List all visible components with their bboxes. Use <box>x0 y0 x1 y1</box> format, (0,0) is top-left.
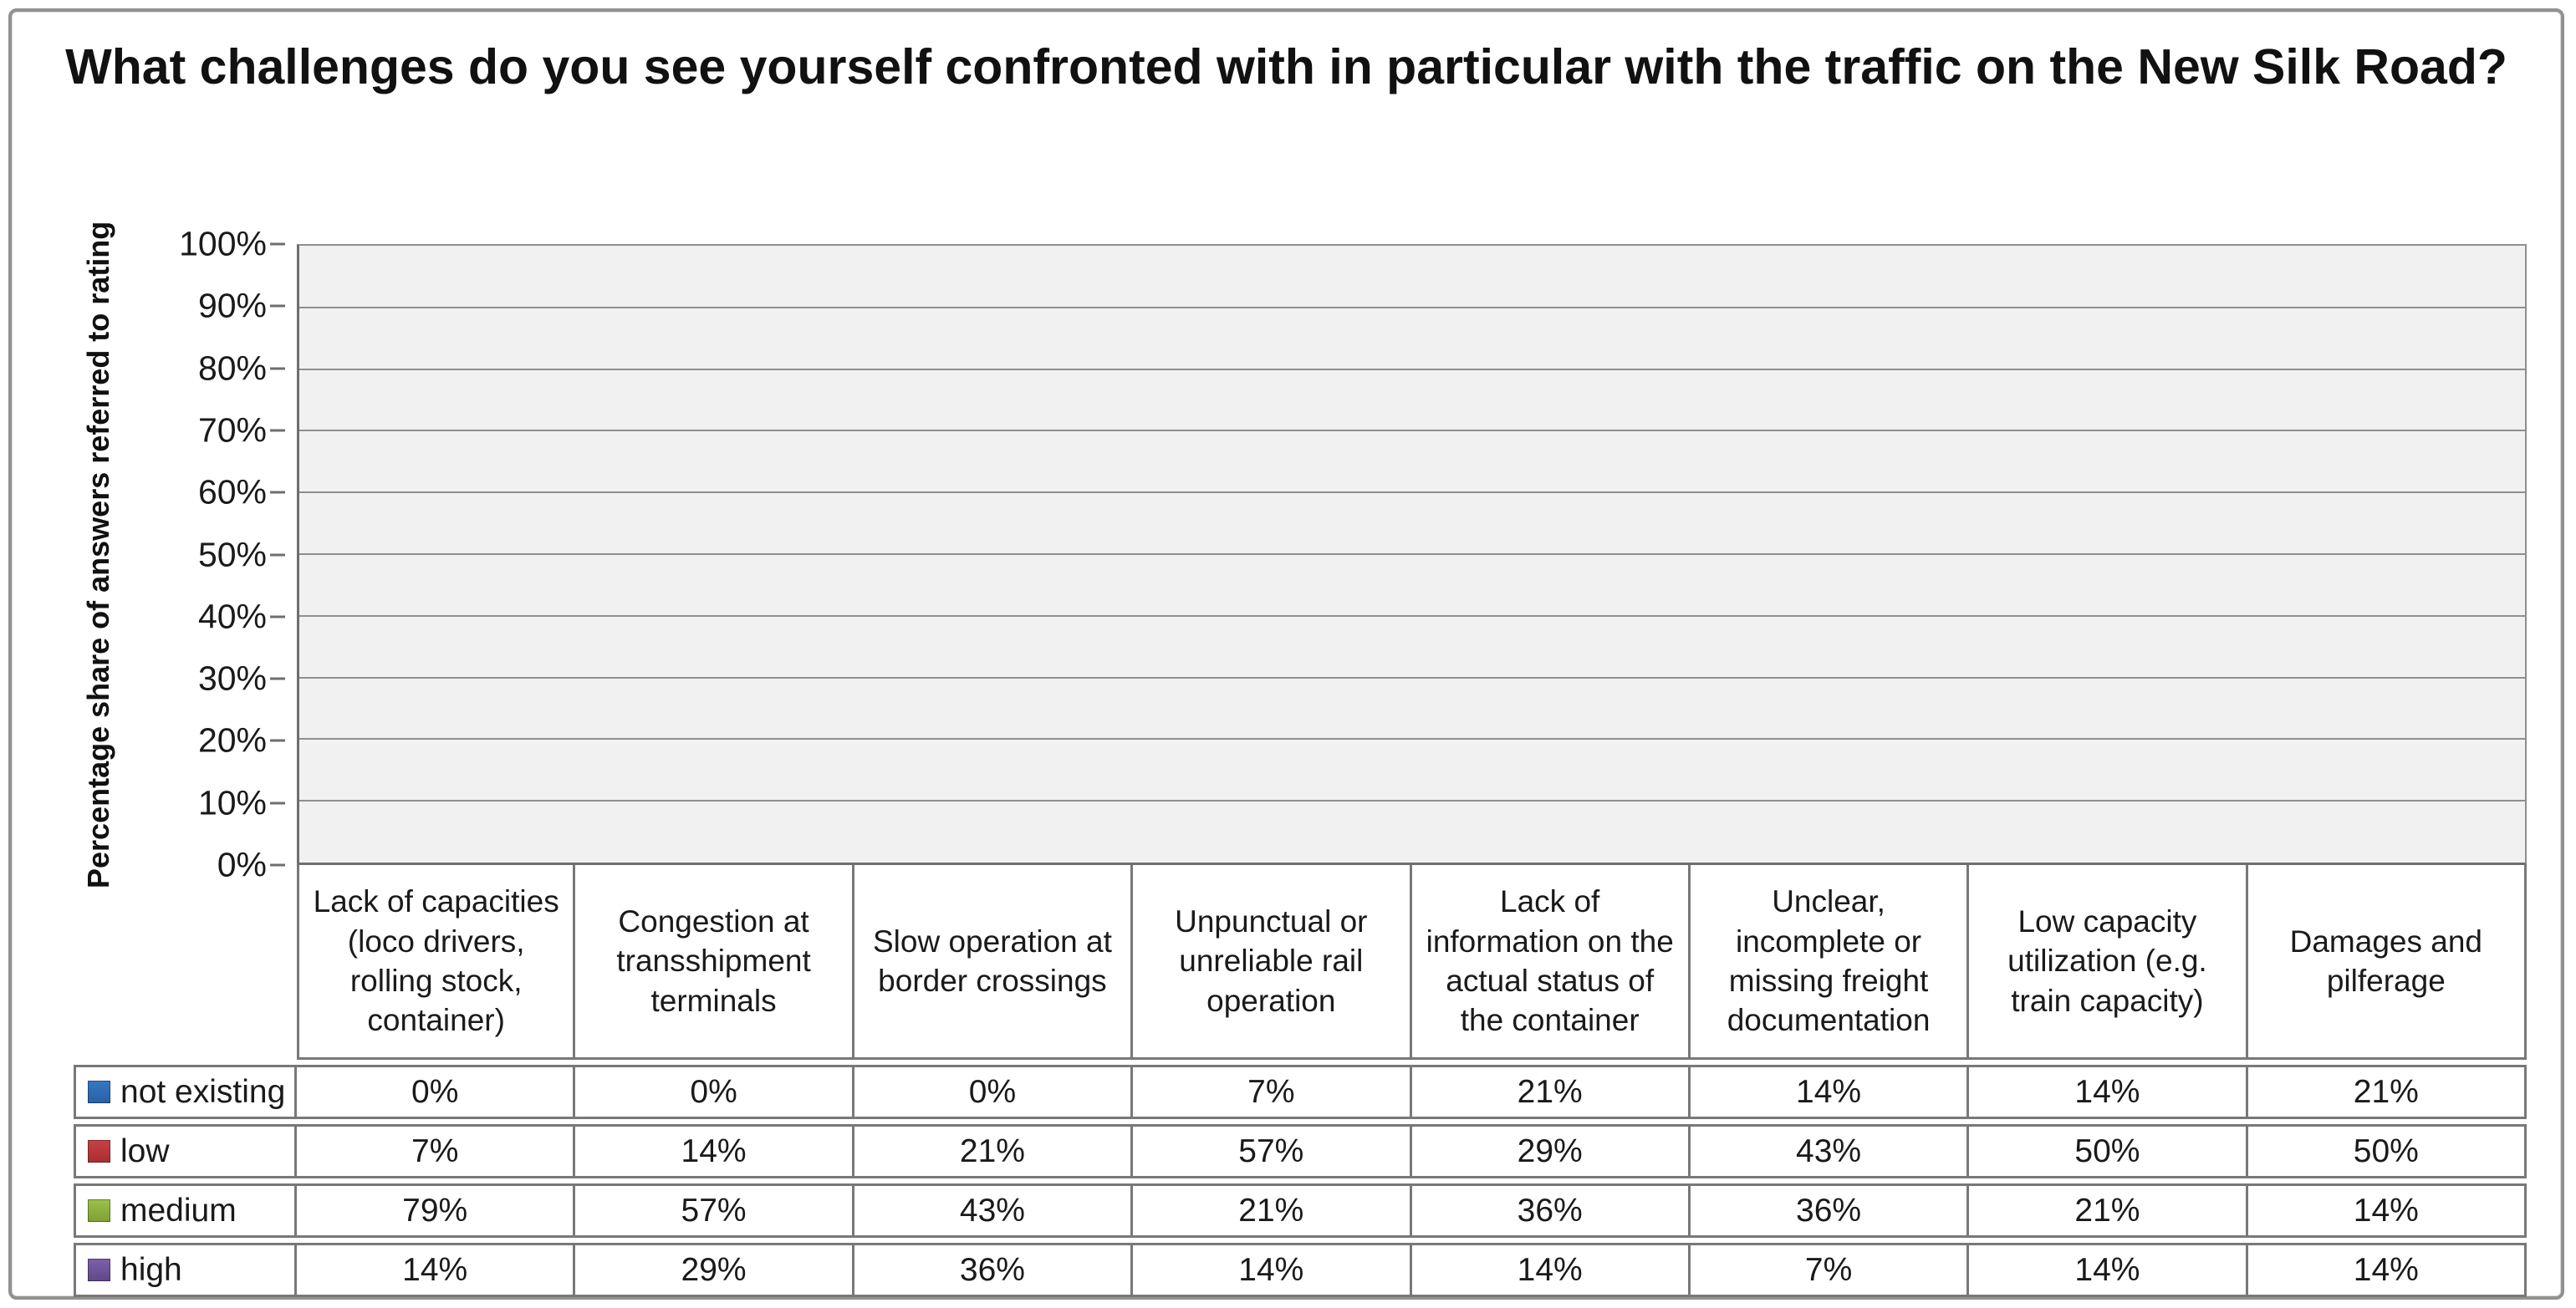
bar-group <box>2115 246 2576 863</box>
table-value: 29% <box>575 1243 854 1297</box>
y-tick-mark <box>270 863 285 867</box>
table-value: 7% <box>1690 1243 1970 1297</box>
table-value: 43% <box>1690 1124 1970 1178</box>
legend-swatch-icon <box>88 1199 110 1222</box>
gridline <box>299 306 2525 308</box>
table-value: 14% <box>2247 1243 2527 1297</box>
legend-label: high <box>120 1251 182 1288</box>
table-value: 21% <box>1411 1065 1691 1119</box>
gridline <box>299 676 2525 679</box>
y-tick-label: 40% <box>197 597 267 636</box>
y-tick-marks <box>270 242 285 867</box>
gridline <box>299 614 2525 617</box>
bar-group <box>299 246 905 863</box>
table-value: 14% <box>1969 1243 2248 1297</box>
bar-group <box>1510 246 2115 863</box>
legend-swatch-icon <box>88 1259 110 1281</box>
table-value: 14% <box>297 1243 576 1297</box>
table-value: 0% <box>575 1065 854 1119</box>
category-row-spacer <box>74 865 297 1060</box>
table-value: 79% <box>297 1183 576 1238</box>
y-tick-label: 90% <box>197 286 267 325</box>
table-value: 21% <box>854 1124 1134 1178</box>
y-tick-mark <box>270 553 285 556</box>
gridline <box>299 368 2525 370</box>
table-value: 14% <box>1411 1243 1691 1297</box>
plot-area <box>297 244 2527 865</box>
chart-title: What challenges do you see yourself conf… <box>65 39 2507 94</box>
y-tick-label: 70% <box>197 410 267 450</box>
table-value: 14% <box>1133 1243 1412 1297</box>
legend-label: not existing <box>120 1073 286 1110</box>
table-value: 14% <box>575 1124 854 1178</box>
main-grid: Percentage share of answers referred to … <box>74 192 2527 1297</box>
y-tick-mark <box>270 429 285 432</box>
y-tick-mark <box>270 367 285 370</box>
y-tick-label: 60% <box>197 472 267 511</box>
y-axis-area: Percentage share of answers referred to … <box>74 192 297 888</box>
table-value: 21% <box>2247 1065 2527 1119</box>
y-tick-label: 20% <box>197 720 267 760</box>
table-value: 7% <box>1133 1065 1412 1119</box>
table-value: 14% <box>1690 1065 1970 1119</box>
y-tick-label: 10% <box>197 783 267 822</box>
legend-swatch-icon <box>88 1140 110 1163</box>
y-tick-mark <box>270 304 285 308</box>
y-tick-label: 80% <box>197 349 267 388</box>
table-value: 7% <box>297 1124 576 1178</box>
category-label: Lack of capacities (loco drivers, rollin… <box>297 865 576 1060</box>
table-value: 50% <box>2247 1124 2527 1178</box>
legend-swatch-icon <box>88 1081 110 1103</box>
gridline <box>299 491 2525 494</box>
table-value: 0% <box>854 1065 1134 1119</box>
y-tick-labels: 0% 10% 20% 30% 40% 50% 60% 70% 80% 90% 100% <box>74 225 267 884</box>
table-value: 21% <box>1133 1183 1412 1238</box>
bar-group <box>905 246 1510 863</box>
gridline <box>299 553 2525 555</box>
table-value: 14% <box>2247 1183 2527 1238</box>
table-value: 57% <box>1133 1124 1412 1178</box>
y-tick-mark <box>270 739 285 742</box>
y-tick-label: 50% <box>197 535 267 573</box>
legend-cell-high: high <box>74 1243 297 1297</box>
gridline <box>299 738 2525 741</box>
category-label: Congestion at transshipment terminals <box>575 865 854 1060</box>
category-label: Damages and pilferage <box>2247 865 2527 1060</box>
table-value: 14% <box>1969 1065 2248 1119</box>
table-value: 36% <box>1690 1183 1970 1238</box>
table-value: 36% <box>1411 1183 1691 1238</box>
y-tick-label: 30% <box>197 659 267 698</box>
table-value: 43% <box>854 1183 1134 1238</box>
legend-cell-low: low <box>74 1124 297 1178</box>
y-tick-mark <box>270 802 285 805</box>
y-tick-mark <box>270 242 285 246</box>
chart-figure: What challenges do you see yourself conf… <box>8 8 2564 1300</box>
bar-groups <box>299 246 2525 863</box>
y-tick-mark <box>270 615 285 618</box>
table-value: 57% <box>575 1183 854 1238</box>
category-label: Unclear, incomplete or missing freight d… <box>1690 865 1970 1060</box>
plot-wrap <box>297 192 2527 865</box>
y-tick-mark <box>270 677 285 680</box>
legend-label: medium <box>120 1192 237 1229</box>
table-value: 21% <box>1969 1183 2248 1238</box>
table-value: 50% <box>1969 1124 2248 1178</box>
gridline <box>299 430 2525 432</box>
table-value: 0% <box>297 1065 576 1119</box>
y-tick-label: 0% <box>217 845 267 884</box>
table-value: 29% <box>1411 1124 1691 1178</box>
legend-label: low <box>120 1132 170 1169</box>
category-label: Low capacity utilization (e.g. train cap… <box>1969 865 2248 1060</box>
gridline <box>299 800 2525 802</box>
category-label: Slow operation at border crossings <box>854 865 1134 1060</box>
legend-cell-medium: medium <box>74 1183 297 1238</box>
y-tick-label: 100% <box>179 224 267 263</box>
table-value: 36% <box>854 1243 1134 1297</box>
y-tick-mark <box>270 491 285 494</box>
legend-cell-not-existing: not existing <box>74 1065 297 1119</box>
category-label: Lack of information on the actual status… <box>1411 865 1691 1060</box>
category-label: Unpunctual or unreliable rail operation <box>1133 865 1412 1060</box>
